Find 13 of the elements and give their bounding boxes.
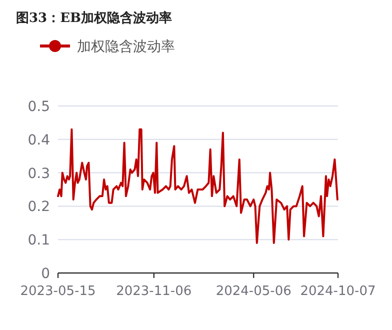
y-tick-label: 0.4 [28,132,50,148]
y-tick-label: 0.2 [28,199,50,216]
y-tick-label: 0 [41,266,50,282]
x-tick-label: 2024-10-07 [300,284,376,299]
x-tick-label: 2023-05-15 [20,284,96,299]
legend-label: 加权隐含波动率 [77,39,175,55]
y-tick-label: 0.5 [28,99,50,115]
line-series [57,128,338,244]
x-tick-label: 2023-11-06 [116,284,192,299]
x-tick-label: 2024-05-06 [216,284,292,299]
chart-title: 图33：EB加权隐含波动率 [16,10,172,26]
y-tick-label: 0.3 [28,166,50,182]
y-tick-label: 0.1 [28,232,50,249]
